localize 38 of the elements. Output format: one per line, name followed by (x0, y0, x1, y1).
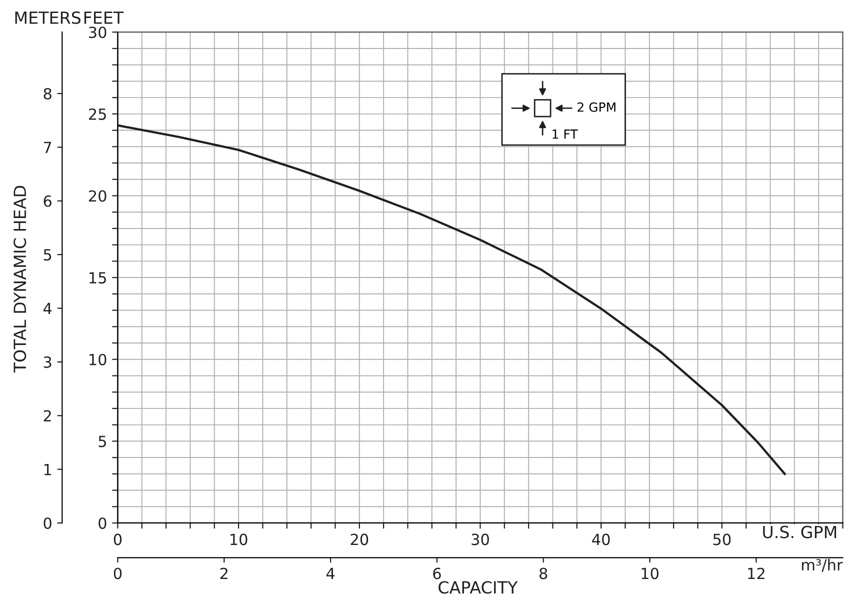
y-tick-label: 25 (88, 108, 106, 120)
x-tick-label: 20 (350, 534, 368, 546)
y-tick-label: 0 (98, 517, 106, 529)
x-tick-label: 10 (230, 534, 248, 546)
x2-tick-label: 2 (220, 568, 228, 580)
x2-tick-label: 10 (642, 568, 658, 580)
x2-tick-label: 8 (540, 568, 548, 580)
x-tick-label: 30 (472, 534, 489, 546)
x-tick-label: 40 (592, 534, 610, 546)
y-tick-label: 30 (89, 26, 106, 38)
y-axis-title: FEET (84, 12, 124, 24)
y2-tick-label: 3 (44, 356, 52, 368)
x2-tick-label: 12 (748, 568, 764, 580)
y2-tick-label: 0 (44, 517, 52, 529)
y2-tick-label: 7 (44, 142, 52, 154)
x2-axis-title: m³/hr (802, 558, 843, 572)
x2-tick-label: 6 (433, 568, 441, 580)
text: CAPACITY (438, 581, 518, 594)
annotation: 2 GPM (578, 102, 616, 112)
y-tick-label: 10 (90, 354, 106, 366)
x-axis-title: U.S. GPM (763, 526, 836, 538)
line-series (118, 124, 786, 475)
x2-tick-label: 0 (114, 568, 122, 580)
y2-tick-label: 5 (44, 249, 52, 261)
y2-tick-label: 8 (44, 88, 52, 100)
y2-tick-label: 2 (44, 410, 51, 422)
y-tick-label: 5 (98, 436, 106, 448)
annotation: 1 FT (552, 130, 578, 139)
y2-tick-label: 1 (44, 464, 52, 476)
x2-tick-label: 4 (326, 568, 335, 580)
y2-tick-label: 6 (44, 195, 52, 207)
y2-tick-label: 4 (43, 302, 52, 314)
x-tick-label: 50 (713, 534, 731, 546)
y-tick-label: 15 (90, 272, 106, 284)
text: TOTAL DYNAMIC HEAD (14, 186, 26, 373)
x-tick-label: 0 (114, 534, 122, 546)
y-tick-label: 20 (88, 190, 106, 202)
y2-axis-title: METERS (15, 11, 81, 24)
